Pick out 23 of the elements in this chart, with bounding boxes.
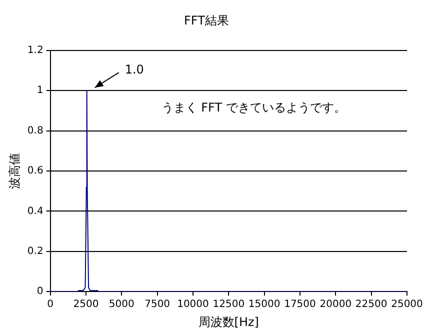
y-tick-label: 1.2 xyxy=(27,44,44,56)
y-tick-label: 0 xyxy=(36,286,44,298)
y-tick-label: 0.8 xyxy=(27,125,44,136)
y-tick-label: 1 xyxy=(36,85,44,96)
x-tick-label: 0 xyxy=(47,299,54,310)
x-tick-label: 5000 xyxy=(108,299,134,310)
x-tick-label: 2500 xyxy=(73,299,99,310)
y-axis-title: 波高値 xyxy=(7,153,22,189)
annotation: 1.0 xyxy=(124,62,144,77)
y-tick-label: 0.2 xyxy=(27,246,44,257)
x-tick-label: 22500 xyxy=(355,299,388,310)
y-tick-label: 0.6 xyxy=(27,166,44,177)
chart-title: FFT結果 xyxy=(184,13,229,28)
x-tick-label: 20000 xyxy=(320,299,352,310)
y-tick-label: 0.4 xyxy=(27,206,44,217)
x-tick-label: 7500 xyxy=(144,299,170,310)
x-tick-label: 12500 xyxy=(212,299,245,310)
x-tick-label: 10000 xyxy=(177,299,209,310)
annotation: うまく FFT できているようです。 xyxy=(161,100,346,114)
x-axis-title: 周波数[Hz] xyxy=(198,314,259,329)
x-tick-label: 17500 xyxy=(284,299,316,310)
x-tick-label: 25000 xyxy=(391,299,423,310)
x-tick-label: 15000 xyxy=(248,299,280,310)
